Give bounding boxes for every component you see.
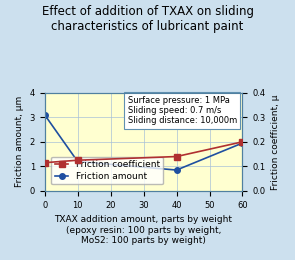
Y-axis label: Friction coefficient, μ: Friction coefficient, μ	[271, 94, 280, 190]
Legend: Friction coefficient, Friction amount: Friction coefficient, Friction amount	[51, 157, 163, 184]
Text: Surface pressure: 1 MPa
Sliding speed: 0.7 m/s
Sliding distance: 10,000m: Surface pressure: 1 MPa Sliding speed: 0…	[128, 96, 237, 125]
X-axis label: TXAX addition amount, parts by weight
(epoxy resin: 100 parts by weight,
MoS2: 1: TXAX addition amount, parts by weight (e…	[55, 215, 232, 245]
Text: Effect of addition of TXAX on sliding
characteristics of lubricant paint: Effect of addition of TXAX on sliding ch…	[42, 5, 253, 33]
Y-axis label: Friction amount, μm: Friction amount, μm	[15, 96, 24, 187]
